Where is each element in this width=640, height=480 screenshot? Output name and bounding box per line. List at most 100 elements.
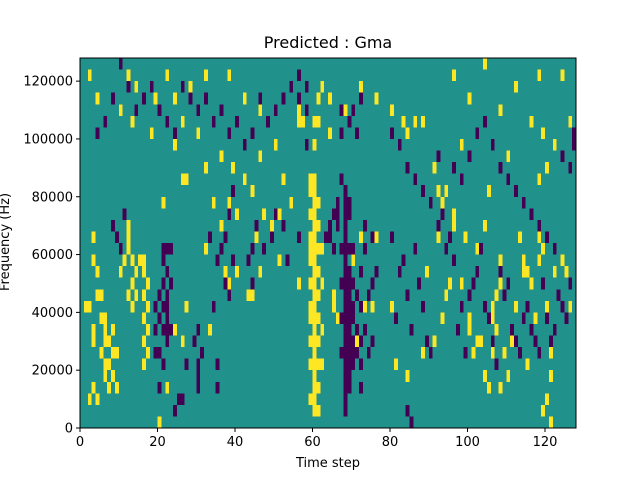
heatmap-cell-high xyxy=(312,404,317,417)
heatmap-cell-high xyxy=(529,277,534,290)
heatmap-cell-low xyxy=(192,335,197,348)
heatmap-cell-high xyxy=(130,115,135,128)
heatmap-cell-low xyxy=(506,277,511,290)
heatmap-cell-high xyxy=(126,69,131,82)
heatmap-cell-low xyxy=(514,185,518,197)
heatmap-cell-high xyxy=(308,277,313,290)
heatmap-cell-low xyxy=(436,219,441,232)
heatmap-cell-high xyxy=(328,92,332,105)
heatmap-cell-low xyxy=(405,404,410,417)
heatmap-cell-low xyxy=(343,312,348,324)
heatmap-cell-high xyxy=(111,347,115,359)
heatmap-cell-high xyxy=(308,185,313,197)
heatmap-cell-high xyxy=(312,393,317,405)
heatmap-cell-low xyxy=(552,243,557,255)
heatmap-cell-low xyxy=(490,335,495,348)
heatmap-cell-low xyxy=(359,358,363,371)
heatmap-cell-low xyxy=(370,231,375,243)
heatmap-cell-high xyxy=(421,115,425,128)
heatmap-cell-low xyxy=(498,162,503,174)
heatmap-cell-high xyxy=(359,81,363,93)
heatmap-cell-low xyxy=(397,266,402,278)
heatmap-cell-high xyxy=(227,277,232,290)
heatmap-cell-high xyxy=(390,104,394,116)
heatmap-cell-low xyxy=(343,277,348,290)
heatmap-cell-high xyxy=(312,138,317,151)
heatmap-cell-high xyxy=(467,92,472,105)
heatmap-cell-high xyxy=(486,185,491,197)
heatmap-cell-high xyxy=(188,81,193,93)
heatmap-cell-low xyxy=(343,381,348,394)
heatmap-cell-low xyxy=(564,312,569,324)
heatmap-cell-high xyxy=(413,115,418,128)
heatmap-cell-low xyxy=(370,335,375,348)
y-tick-label: 60000 xyxy=(32,248,73,263)
heatmap-cell-high xyxy=(545,300,549,313)
heatmap-cell-low xyxy=(560,150,565,163)
heatmap-cell-low xyxy=(339,127,344,139)
heatmap-cell-high xyxy=(316,243,321,255)
heatmap-cell-high xyxy=(165,69,170,82)
heatmap-cell-high xyxy=(514,81,518,93)
heatmap-cell-high xyxy=(142,312,146,324)
heatmap-cell-high xyxy=(316,115,321,128)
heatmap-cell-low xyxy=(126,81,131,93)
heatmap-cell-low xyxy=(215,254,220,267)
heatmap-cell-high xyxy=(486,381,491,394)
heatmap-cell-high xyxy=(308,208,313,220)
heatmap-cell-low xyxy=(362,219,367,232)
heatmap-cell-low xyxy=(347,347,352,359)
heatmap-cell-low xyxy=(165,323,170,336)
heatmap-cell-low xyxy=(409,416,414,428)
heatmap-cell-low xyxy=(343,347,348,359)
heatmap-cell-high xyxy=(142,289,146,301)
heatmap-cell-high xyxy=(440,196,445,209)
heatmap-cell-low xyxy=(343,323,348,336)
heatmap-cell-low xyxy=(467,150,472,163)
heatmap-cell-high xyxy=(312,277,317,290)
heatmap-cell-high xyxy=(312,289,317,301)
heatmap-cell-low xyxy=(428,196,433,209)
heatmap-cell-low xyxy=(304,104,309,116)
heatmap-cell-high xyxy=(262,208,266,220)
heatmap-cell-high xyxy=(300,115,305,128)
heatmap-cell-high xyxy=(138,254,142,267)
heatmap-cell-high xyxy=(424,266,429,278)
heatmap-cell-low xyxy=(421,300,425,313)
heatmap-cell-high xyxy=(331,289,336,301)
heatmap-cell-low xyxy=(95,127,100,139)
heatmap-cell-high xyxy=(277,254,282,267)
heatmap-cell-low xyxy=(335,196,340,209)
heatmap-cell-high xyxy=(308,254,313,267)
heatmap-cell-high xyxy=(308,300,313,313)
heatmap-cell-high xyxy=(312,219,317,232)
heatmap-cell-low xyxy=(483,115,487,128)
heatmap-cell-low xyxy=(413,173,418,186)
heatmap-cell-low xyxy=(223,277,228,290)
heatmap-cell-low xyxy=(370,277,375,290)
heatmap-cell-low xyxy=(180,81,185,93)
heatmap-cell-low xyxy=(355,289,359,301)
heatmap-cell-high xyxy=(362,300,367,313)
chart-title: Predicted : Gma xyxy=(264,33,392,52)
heatmap-cell-low xyxy=(560,300,565,313)
heatmap-cell-high xyxy=(126,219,131,232)
heatmap-cell-low xyxy=(176,393,181,405)
heatmap-cell-high xyxy=(452,69,456,82)
heatmap-cell-low xyxy=(568,277,573,290)
heatmap-cell-high xyxy=(560,69,565,82)
x-tick-label: 40 xyxy=(227,435,244,450)
heatmap-cell-high xyxy=(328,127,332,139)
heatmap-cell-low xyxy=(347,323,352,336)
heatmap-cell-low xyxy=(165,335,170,348)
x-tick-label: 80 xyxy=(382,435,399,450)
heatmap-cell-low xyxy=(347,312,352,324)
heatmap-cell-high xyxy=(103,335,108,348)
heatmap-cell-high xyxy=(134,266,139,278)
heatmap-cell-high xyxy=(130,277,135,290)
y-axis: 0 20000 40000 60000 80000 100000 120000 xyxy=(23,75,80,437)
heatmap-cell-low xyxy=(347,115,352,128)
heatmap-cell-low xyxy=(258,92,263,105)
heatmap-cell-high xyxy=(145,347,150,359)
heatmap-cell-low xyxy=(331,208,336,220)
